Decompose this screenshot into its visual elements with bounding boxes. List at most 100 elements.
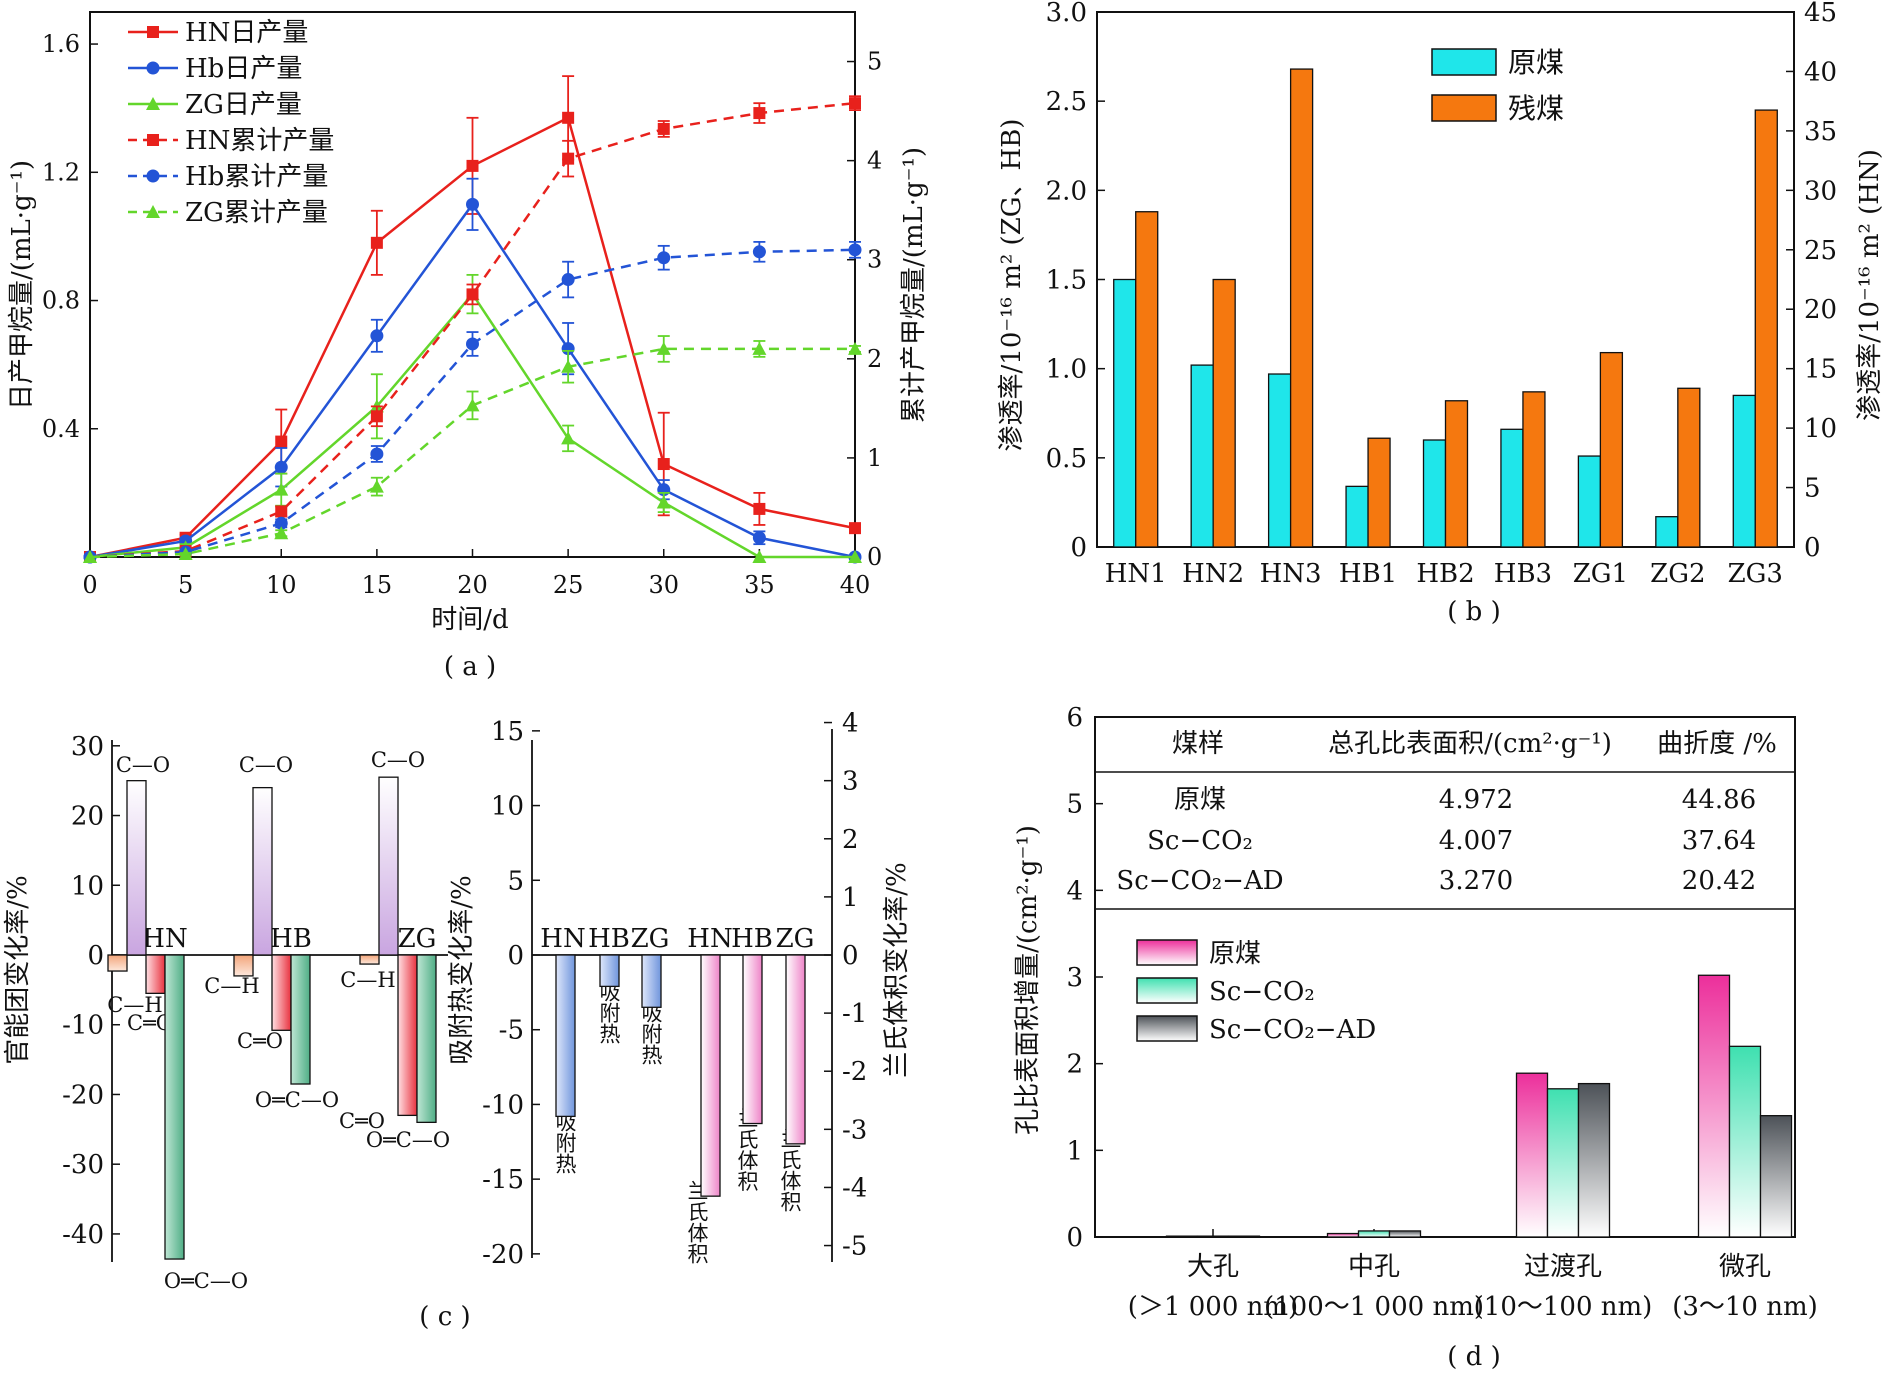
bar-c-double-o (271, 954, 292, 1031)
legend-label: ZG日产量 (185, 90, 302, 120)
bar-c-o (126, 780, 147, 956)
data-point (848, 341, 862, 355)
panel-a-axes: 0 5 10 15 20 25 30 35 40 0.4 0.8 1.2 1.6 0 1 2 3 4 5 (42, 30, 882, 599)
bar-residual-coal (1212, 278, 1236, 548)
y-right-tick-label: 4 (842, 709, 859, 739)
y-mid-tick-label: 5 (507, 866, 524, 896)
data-point (849, 522, 861, 535)
panel-c-bars (107, 776, 806, 1260)
table-cell: 37.64 (1682, 826, 1756, 856)
y-left-tick-label: 2.5 (1046, 87, 1087, 117)
bar-residual-coal (1367, 437, 1391, 548)
bar-sc-co2 (1728, 1045, 1762, 1238)
group-label: ZG (631, 924, 670, 954)
x-tick-label: 30 (648, 571, 679, 599)
data-point (370, 410, 383, 423)
table-cell: 3.270 (1439, 866, 1513, 896)
bar-o-c-double-o (164, 954, 185, 1260)
panel-c-ylabel-right: 兰氏体积变化率/% (882, 862, 912, 1077)
bar-raw-coal (1655, 516, 1679, 548)
panel-c-change-rates: 3020100-10-20-30-40151050-5-10-15-204321… (3, 709, 912, 1332)
panel-d-caption: ( d ) (1447, 1342, 1500, 1372)
y-right-tick-label: -5 (842, 1232, 867, 1262)
x-category-label: HB1 (1339, 559, 1397, 589)
y-right-tick-label: -1 (842, 999, 867, 1029)
bond-label: C—H (204, 974, 259, 998)
data-point (561, 273, 575, 287)
bar-raw-coal (1165, 1235, 1199, 1238)
bar-c-o (378, 776, 399, 956)
group-label: HN (540, 924, 585, 954)
y-right-tick-label: 0 (1804, 533, 1821, 563)
group-label: HB (270, 924, 312, 954)
data-point (274, 482, 289, 496)
data-point (275, 435, 288, 448)
x-category-sublabel: (100～1 000 nm) (1264, 1292, 1484, 1322)
bar-residual-coal (1522, 391, 1546, 548)
x-tick-label: 40 (840, 571, 871, 599)
y-right-tick-label: 1 (867, 444, 882, 472)
legend-label: ZG累计产量 (185, 198, 328, 228)
data-point (752, 531, 766, 545)
bar-langmuir-volume (785, 954, 806, 1145)
y-right-tick-label: 3 (842, 767, 859, 797)
bar-c-double-o (397, 954, 418, 1117)
x-tick-label: 35 (744, 571, 775, 599)
y-mid-tick-label: -15 (482, 1165, 524, 1195)
y-left-tick-label: -30 (62, 1150, 104, 1180)
bar-raw-coal (1515, 1072, 1549, 1238)
y-left-tick-label: 3.0 (1046, 0, 1087, 28)
x-category-label: HN2 (1182, 559, 1244, 589)
y-tick-label: 2 (1066, 1050, 1083, 1080)
legend-swatch-sc-co2 (1136, 977, 1198, 1004)
x-category-label: HB3 (1494, 559, 1552, 589)
group-label: HB (588, 924, 630, 954)
legend-entry-zg-daily: ZG日产量 (128, 90, 302, 120)
panel-a-caption: ( a ) (444, 652, 496, 682)
bar-adsorption-heat (555, 954, 576, 1118)
bar-raw-coal (1732, 394, 1756, 548)
panel-b-legend: 原煤 残煤 (1431, 46, 1564, 125)
bar-raw-coal (1326, 1232, 1360, 1238)
table-cell: 原煤 (1174, 785, 1226, 815)
legend-label: Hb累计产量 (185, 162, 328, 192)
data-point (848, 243, 862, 257)
x-category-label: HN3 (1260, 559, 1322, 589)
panel-b-caption: ( b ) (1447, 597, 1500, 627)
table-cell: 20.42 (1682, 866, 1756, 896)
legend-label: 原煤 (1508, 46, 1564, 79)
group-label: ZG (776, 924, 815, 954)
group-label: HB (731, 924, 773, 954)
y-right-tick-label: 1 (842, 883, 859, 913)
legend-label: 原煤 (1209, 939, 1261, 969)
y-right-tick-label: 10 (1804, 414, 1837, 444)
y-left-tick-label: 1.6 (42, 30, 80, 58)
panel-d-ylabel: 孔比表面积增量/(cm²·g⁻¹) (1013, 825, 1043, 1135)
y-tick-label: 5 (1066, 790, 1083, 820)
legend-label: Hb日产量 (185, 54, 302, 84)
x-category-label: 过渡孔 (1524, 1252, 1602, 1282)
group-label: ZG (398, 924, 437, 954)
data-point (656, 495, 671, 509)
bond-label: C—H (107, 993, 162, 1017)
data-point (753, 107, 766, 120)
y-left-tick-label: 2.0 (1046, 176, 1087, 206)
panel-b-ylabel-right: 渗透率/10⁻¹⁶ m² (HN) (1855, 149, 1885, 421)
data-point (466, 159, 479, 172)
bar-raw-coal (1422, 439, 1447, 548)
x-tick-label: 10 (266, 571, 297, 599)
x-category-sublabel: (＞1 000 nm) (1128, 1292, 1298, 1322)
bar-raw-coal (1345, 485, 1369, 548)
legend-label: 残煤 (1508, 92, 1564, 125)
bar-residual-coal (1135, 211, 1159, 548)
data-point (274, 460, 288, 474)
x-tick-label: 5 (178, 571, 193, 599)
bar-raw-coal (1113, 278, 1137, 548)
y-left-tick-label: 20 (71, 802, 104, 832)
y-right-tick-label: 30 (1804, 176, 1837, 206)
legend-entry-zg-cumulative: ZG累计产量 (128, 198, 328, 228)
bar-adsorption-heat (599, 954, 620, 988)
y-right-tick-label: 0 (867, 543, 882, 571)
bond-label: C—O (239, 753, 293, 777)
